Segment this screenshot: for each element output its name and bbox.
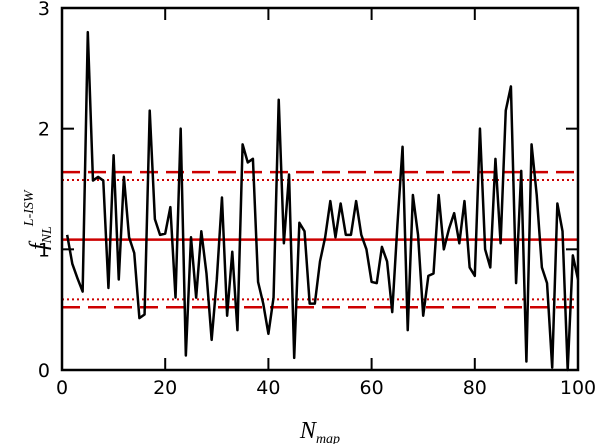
y-label-sub: NL bbox=[40, 226, 55, 244]
x-axis-label: Nmap bbox=[299, 418, 340, 444]
x-tick-label: 60 bbox=[360, 377, 384, 399]
x-label-sub: map bbox=[316, 432, 340, 444]
y-tick-label: 0 bbox=[38, 360, 50, 382]
x-label-base: N bbox=[299, 418, 318, 444]
y-tick-label: 2 bbox=[38, 119, 50, 141]
x-tick-label: 40 bbox=[256, 377, 280, 399]
data-line bbox=[65, 30, 580, 372]
x-tick-label: 20 bbox=[153, 377, 177, 399]
x-tick-label: 80 bbox=[463, 377, 487, 399]
x-tick-label: 0 bbox=[56, 377, 68, 399]
y-tick-label: 1 bbox=[38, 239, 50, 261]
x-tick-label: 100 bbox=[560, 377, 596, 399]
y-label-sup: L-ISW bbox=[22, 189, 37, 227]
y-label-base: f bbox=[26, 240, 52, 250]
plot-frame bbox=[60, 6, 580, 372]
y-axis-label: fNLL-ISW bbox=[22, 189, 55, 250]
y-tick-label: 3 bbox=[38, 0, 50, 20]
